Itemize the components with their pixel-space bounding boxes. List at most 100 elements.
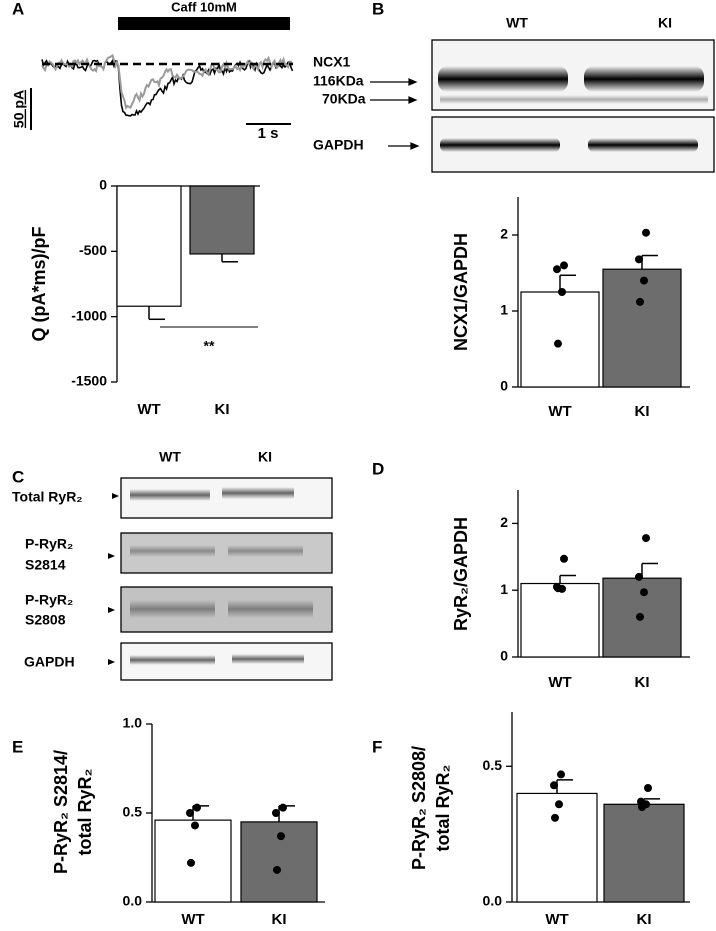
- blot-band: [232, 654, 304, 664]
- data-point: [551, 813, 559, 822]
- data-point: [558, 288, 566, 296]
- error-bar: [559, 574, 576, 584]
- y-tick-label: 2: [500, 226, 508, 242]
- data-point: [635, 572, 643, 581]
- blot-label: S2814: [25, 557, 66, 573]
- lane-label: KI: [258, 449, 272, 465]
- blot-label: GAPDH: [24, 654, 75, 670]
- data-point: [186, 809, 194, 817]
- arrows: [370, 78, 420, 150]
- error-bar: [148, 306, 165, 321]
- y-tick-label: 0.5: [483, 757, 503, 773]
- y-axis-label: total RyR₂: [75, 768, 95, 855]
- data-point: [272, 809, 280, 817]
- data-point: [554, 584, 562, 593]
- y-axis-label: P-RyR₂ S2814/: [51, 750, 71, 874]
- data-point: [636, 297, 644, 306]
- blot-band: [130, 489, 210, 501]
- lane-label: KI: [658, 15, 672, 31]
- blot-label: Total RyR₂: [12, 489, 83, 505]
- x-tick-label: KI: [272, 911, 287, 928]
- blot-label: P-RyR₂: [25, 536, 73, 552]
- panel-letter: A: [12, 0, 24, 18]
- blot-band: [130, 545, 215, 557]
- blot-label: NCX1: [313, 54, 351, 70]
- blot-band: [584, 66, 704, 92]
- blot-band: [222, 487, 294, 499]
- y-tick-label: 1: [500, 302, 508, 318]
- panel-letter: C: [12, 467, 24, 486]
- y-axis-label: P-RyR₂ S2808/: [409, 746, 429, 870]
- x-tick-label: WT: [137, 401, 160, 418]
- data-point: [640, 588, 648, 597]
- blot-band: [228, 600, 313, 618]
- data-point: [193, 803, 201, 812]
- blot-label: P-RyR₂: [25, 592, 73, 608]
- bar: [520, 582, 600, 658]
- data-point: [554, 339, 562, 348]
- data-point: [557, 770, 565, 779]
- blot-band: [228, 545, 303, 557]
- data-point: [636, 612, 644, 621]
- panel-letter: D: [372, 459, 384, 478]
- error-bar: [221, 253, 238, 263]
- arrows: [108, 493, 119, 665]
- significance-label: **: [204, 338, 215, 354]
- x-tick-label: WT: [181, 911, 204, 928]
- bar: [116, 185, 182, 307]
- y-tick-label: 2: [500, 514, 508, 530]
- bar: [603, 803, 685, 903]
- data-point: [560, 554, 568, 563]
- lane-label: WT: [506, 15, 528, 31]
- scale-label-x: 1 s: [258, 125, 279, 142]
- data-point: [642, 228, 650, 237]
- x-tick-label: KI: [635, 403, 650, 420]
- data-point: [644, 784, 652, 792]
- blot-band: [440, 138, 560, 152]
- x-tick-label: KI: [637, 911, 652, 928]
- blot-band: [130, 655, 215, 665]
- error-bar: [641, 254, 658, 270]
- y-tick-label: -1000: [71, 307, 107, 323]
- x-tick-label: WT: [545, 911, 568, 928]
- scale-label-y: 50 pA: [11, 90, 27, 128]
- y-axis-label: total RyR₂: [433, 764, 453, 851]
- bar: [189, 185, 255, 255]
- data-point: [277, 832, 285, 841]
- blot-label: 70KDa: [322, 91, 366, 107]
- y-tick-label: 1: [500, 581, 508, 597]
- stimulus-bar: [118, 17, 290, 30]
- data-point: [642, 534, 650, 543]
- error-bar: [556, 779, 573, 794]
- blot-label: 116KDa: [313, 73, 364, 89]
- y-tick-label: 0.5: [123, 804, 143, 820]
- data-point: [560, 261, 568, 270]
- data-point: [273, 865, 281, 874]
- y-tick-label: 0: [99, 177, 107, 193]
- y-tick-label: -1500: [71, 373, 107, 389]
- blot-label: GAPDH: [313, 137, 364, 153]
- y-tick-label: 1.0: [123, 715, 143, 731]
- y-axis-label: RyR₂/GAPDH: [451, 517, 471, 631]
- bar: [602, 268, 682, 388]
- blot-label: S2808: [25, 612, 66, 628]
- stimulus-label: Caff 10mM: [171, 0, 237, 14]
- y-tick-label: -500: [79, 242, 107, 258]
- panel-letter: B: [372, 0, 384, 18]
- blot-band: [438, 66, 568, 92]
- data-point: [555, 800, 563, 809]
- lane-label: WT: [159, 449, 181, 465]
- y-tick-label: 0: [500, 648, 508, 664]
- x-tick-label: WT: [548, 674, 571, 691]
- x-tick-label: WT: [548, 403, 571, 420]
- blot-band: [440, 95, 708, 104]
- y-tick-label: 0.0: [483, 893, 503, 909]
- data-point: [279, 803, 287, 812]
- bar: [516, 792, 598, 903]
- data-point: [550, 781, 558, 790]
- data-point: [638, 803, 646, 811]
- panel-letter: F: [372, 737, 382, 756]
- bar: [520, 291, 600, 388]
- x-tick-label: KI: [215, 401, 230, 418]
